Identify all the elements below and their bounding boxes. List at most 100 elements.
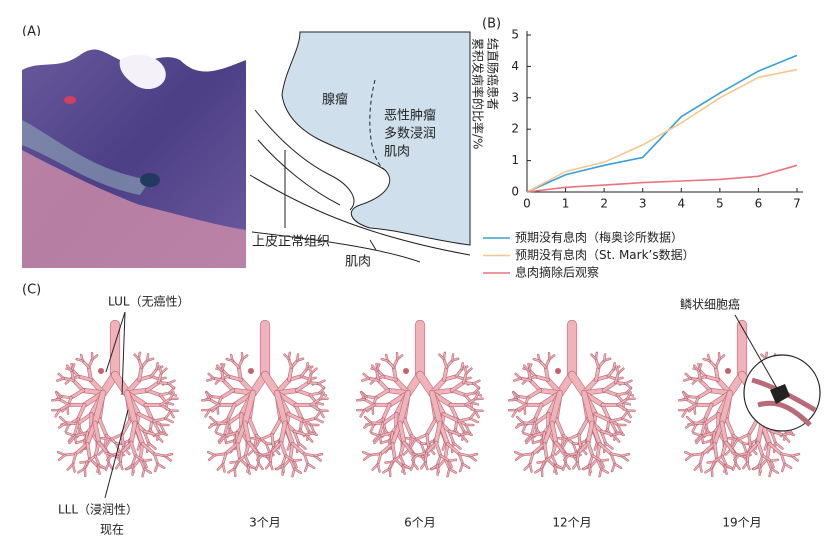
bronchus: [120, 441, 133, 455]
tumor-region: [281, 31, 471, 246]
annotation: 现在: [100, 523, 124, 537]
bronchus: [612, 434, 620, 443]
bronchus: [511, 409, 518, 417]
bronchus: [434, 441, 442, 457]
bronchus: [410, 439, 416, 448]
bronchus: [370, 421, 384, 425]
bronchus: [516, 416, 524, 424]
bronchus: [710, 461, 715, 469]
bronchus: [420, 442, 425, 453]
bronchus: [73, 422, 79, 436]
bronchus: [377, 452, 382, 465]
bronchus: [426, 433, 430, 449]
bronchus: [131, 455, 137, 466]
bronchus: [453, 442, 462, 450]
bronchus: [255, 439, 261, 448]
bronchus: [305, 432, 316, 436]
bronchus: [577, 441, 590, 455]
bronchus: [455, 368, 463, 378]
bronchus: [449, 403, 459, 421]
bronchus: [210, 395, 223, 399]
bronchus: [270, 417, 283, 436]
legend-label: 息肉摘除后观察: [515, 265, 599, 280]
bronchus: [576, 462, 581, 470]
bronchus: [314, 453, 323, 457]
bronchus: [402, 417, 413, 437]
bronchus: [436, 464, 440, 473]
bronchus: [621, 453, 630, 457]
bronchus: [378, 422, 384, 436]
lumen: [22, 36, 246, 72]
bronchus: [562, 439, 568, 448]
bronchus: [701, 442, 716, 455]
bronchus: [451, 353, 454, 362]
bronchus: [227, 375, 243, 382]
epithelium: [22, 120, 150, 195]
bronchus: [746, 462, 751, 470]
bronchus: [143, 468, 152, 474]
bronchus: [287, 366, 293, 382]
bronchus: [289, 458, 296, 470]
bronchus: [721, 441, 728, 458]
bronchus: [738, 452, 750, 456]
bronchus: [465, 403, 476, 412]
bronchus: [693, 432, 703, 437]
bronchus: [56, 377, 65, 382]
bronchus: [83, 461, 88, 469]
bronchus: [530, 422, 536, 436]
bronchus: [554, 441, 566, 455]
bronchus: [601, 403, 611, 421]
bronchus: [685, 454, 693, 461]
bronchus: [248, 464, 256, 469]
bronchus: [157, 381, 170, 385]
bronchus: [442, 366, 448, 382]
lesion: [403, 368, 409, 374]
bronchus: [405, 437, 416, 441]
bronchus: [284, 455, 295, 462]
muscle-layer: [22, 150, 246, 268]
bronchus: [780, 453, 786, 465]
bronchus: [614, 463, 622, 469]
bronchus: [124, 390, 138, 426]
bronchus: [224, 442, 239, 455]
bronchus: [244, 455, 250, 466]
bronchus: [439, 455, 450, 462]
panel-label: (B): [482, 17, 501, 32]
bronchus: [206, 377, 215, 382]
bronchus: [392, 366, 398, 382]
bronchus: [98, 464, 106, 469]
bronchus: [76, 358, 84, 362]
bronchus: [761, 455, 772, 462]
bronchus: [146, 353, 149, 362]
spot: [64, 96, 76, 104]
bronchus: [208, 422, 217, 429]
bronchus: [624, 380, 633, 385]
time-label: 3个月: [249, 516, 281, 530]
bronchus: [165, 401, 174, 405]
bronchus: [775, 442, 784, 450]
bronchus: [770, 430, 785, 436]
bronchus: [97, 417, 108, 437]
bronchus: [403, 464, 411, 469]
bronchus: [208, 403, 220, 411]
bronchus: [66, 406, 69, 415]
bronchus: [533, 403, 543, 421]
bronchus: [156, 362, 159, 370]
bronchus: [724, 417, 735, 437]
bronchus: [399, 455, 405, 466]
bronchus: [459, 463, 464, 472]
bronchus: [164, 411, 171, 420]
bronchus: [363, 398, 375, 406]
bronchus: [526, 389, 542, 399]
bronchus: [685, 398, 697, 406]
bronchus: [74, 442, 89, 455]
bronchus: [603, 353, 606, 362]
bronchus: [209, 416, 217, 424]
bronchus: [577, 417, 590, 436]
bronchus: [555, 464, 563, 469]
bronchus: [261, 452, 273, 456]
bronchus: [293, 468, 302, 474]
bronchus: [218, 435, 226, 444]
bronchus: [590, 354, 597, 360]
bronchus: [287, 358, 293, 369]
